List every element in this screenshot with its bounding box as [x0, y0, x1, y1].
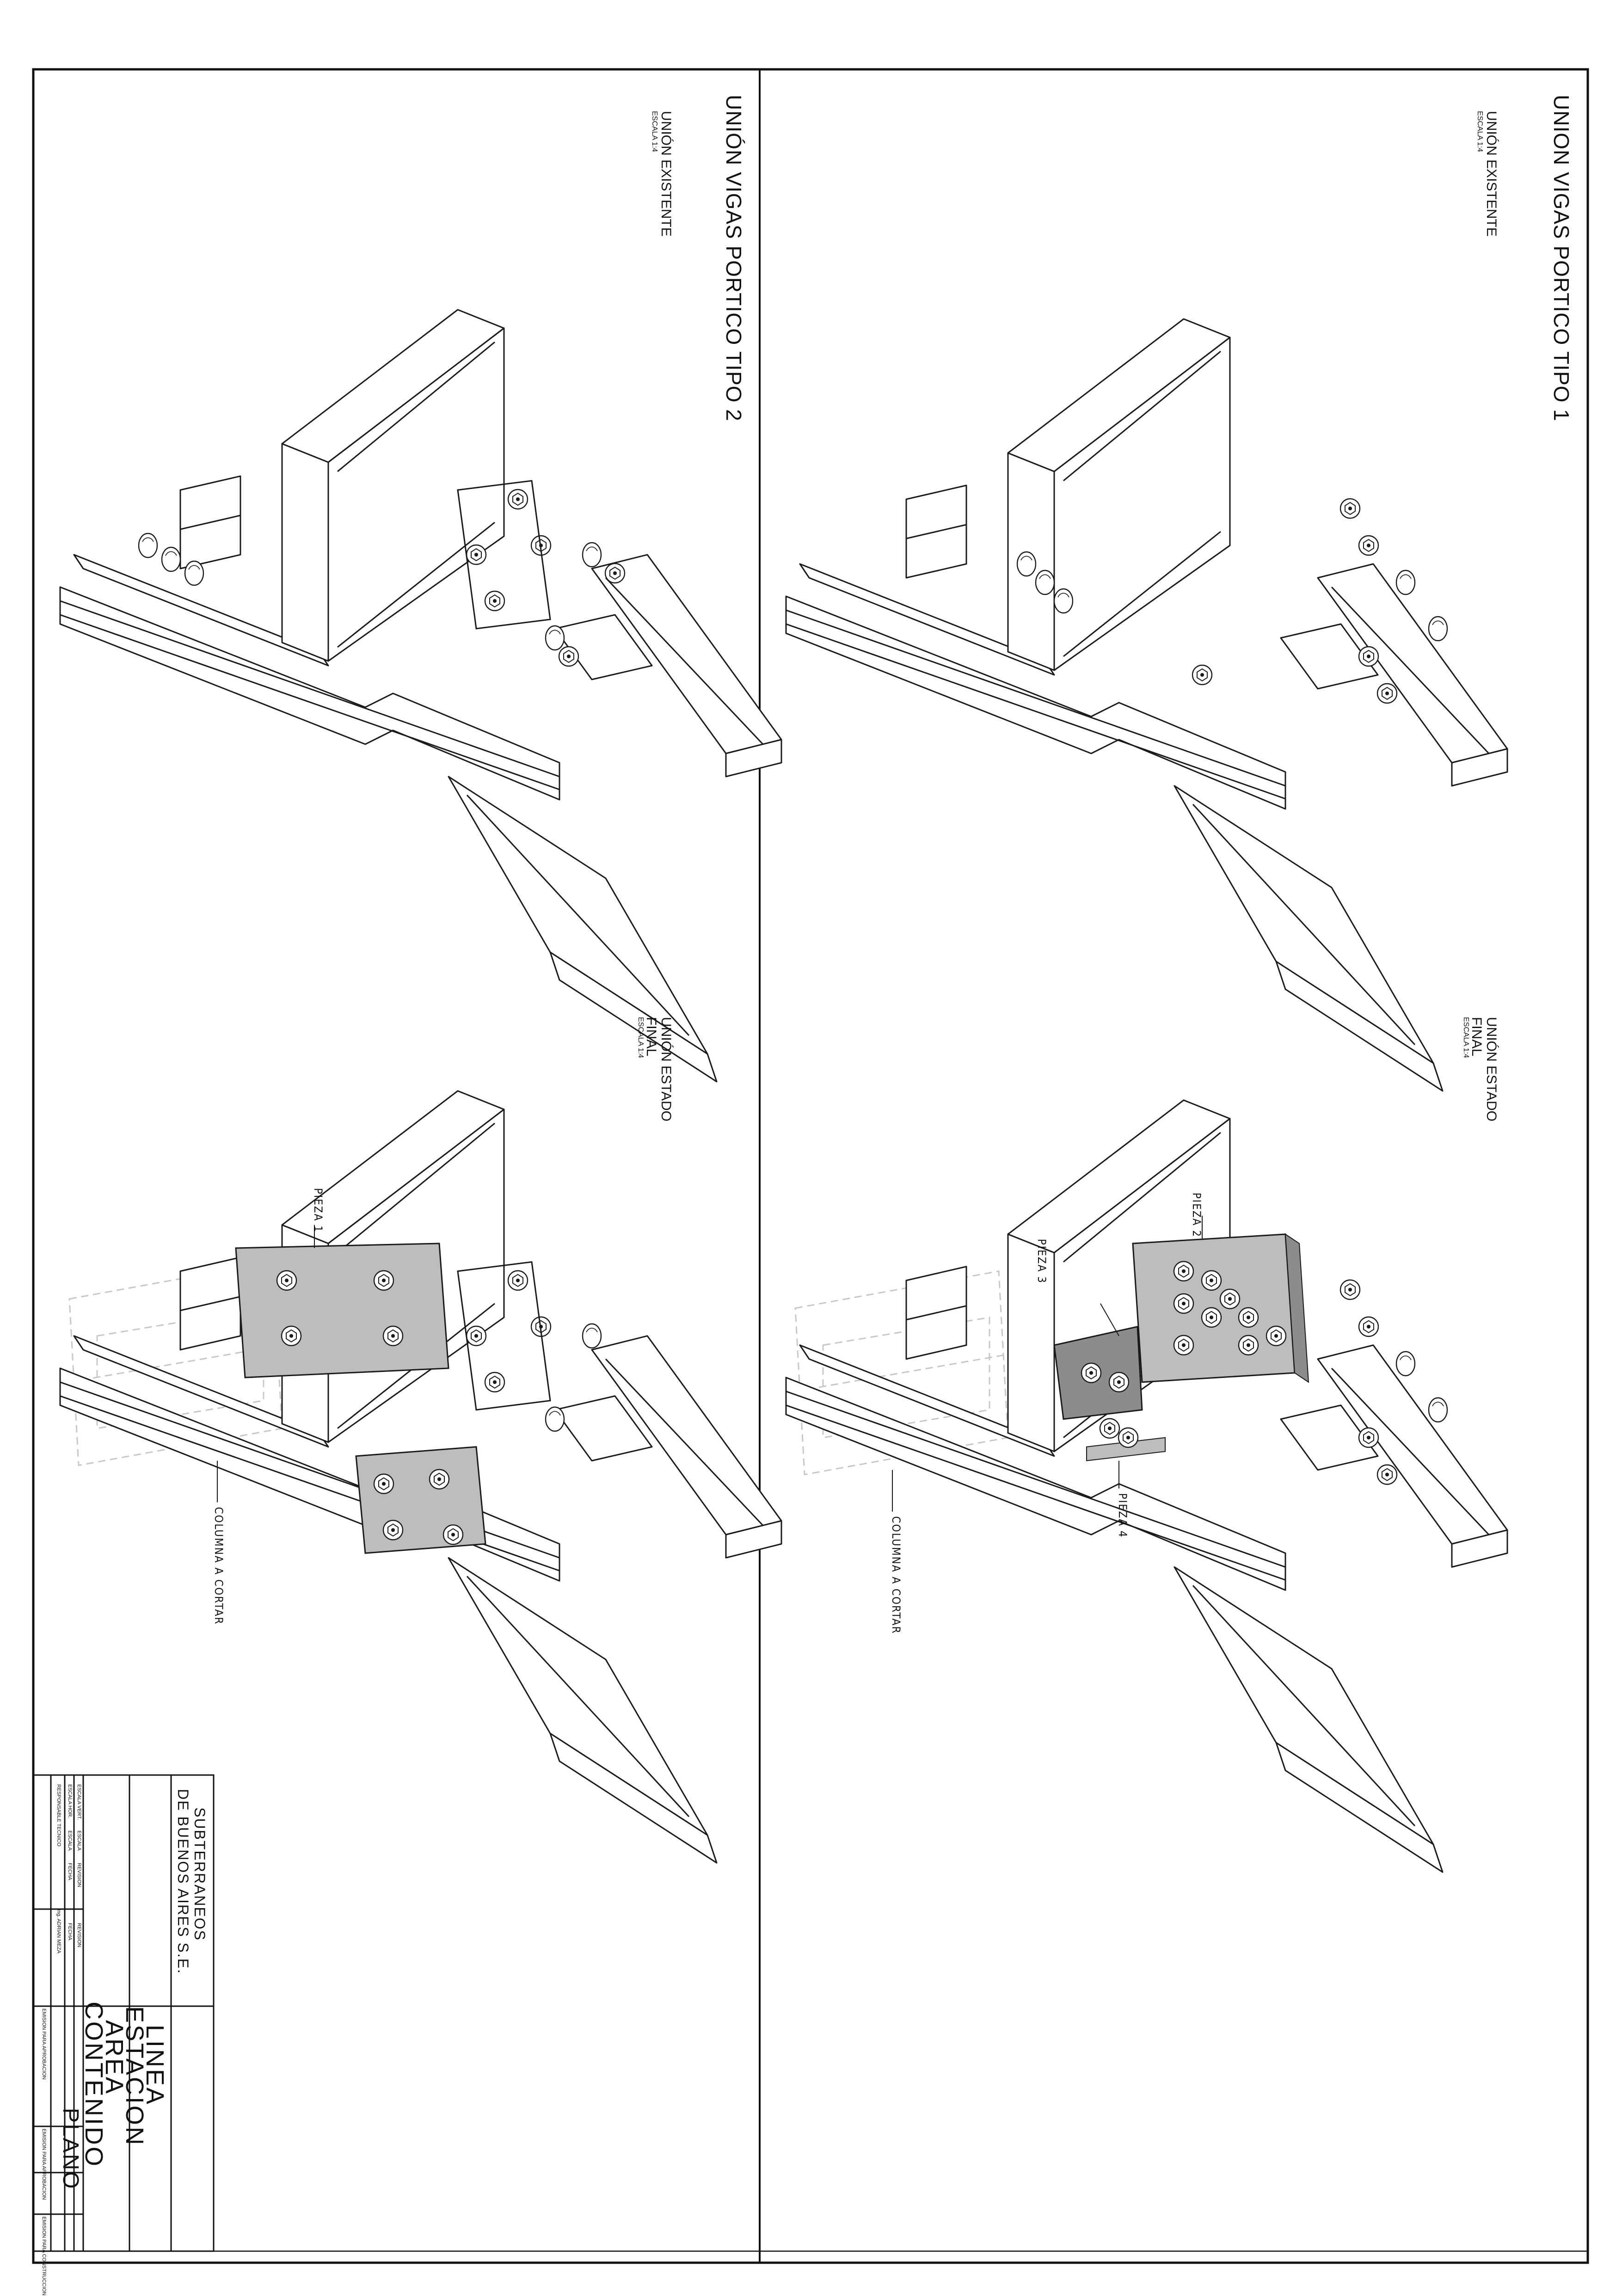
grid-revision-2: REVISION — [76, 1923, 82, 1947]
grid-escala-vert: ESCALA VERT. — [76, 1784, 82, 1820]
tipo2-final-joint — [59, 1090, 782, 1864]
grid-revision-1: REVISION — [76, 1863, 82, 1887]
tipo2-label-pieza-1: PIEZA 1 — [312, 1188, 325, 1233]
grid-fecha-1: FECHA — [67, 1863, 73, 1880]
tipo1-final-caption-line2: FINAL — [1469, 1017, 1484, 1057]
status-emision-2: EMISION PARA APROBACION — [41, 2129, 47, 2200]
tipo1-existing-joint — [785, 318, 1508, 1092]
grid-responsable: RESPONSABLE TECNICO — [56, 1784, 61, 1847]
tipo1-final-scale: ESCALA 1:4 — [1462, 1017, 1470, 1058]
grid-escala-1: ESCALA — [76, 1831, 82, 1851]
grid-escala-hor: ESCALA HOR. — [67, 1784, 73, 1818]
status-emision-3: EMISION PARA CONSTRUCCION — [41, 2216, 47, 2296]
tipo2-title: UNIÓN VIGAS PORTICO TIPO 2 — [722, 95, 746, 422]
tipo1-label-pieza-2: PIEZA 2 — [1190, 1193, 1203, 1238]
tipo1-existing-caption: UNIÓN EXISTENTE — [1484, 111, 1499, 237]
tipo1-label-columna: COLUMNA A CORTAR — [890, 1516, 903, 1635]
tipo1-label-pieza-4: PIEZA 4 — [1116, 1493, 1129, 1538]
tipo1-final-caption-line1: UNIÓN ESTADO — [1484, 1017, 1499, 1122]
title-block-plano: PLANO — [58, 2108, 83, 2190]
tipo2-existing-scale: ESCALA 1:4 — [651, 111, 658, 152]
grid-fecha-2: FECHA — [67, 1923, 73, 1941]
tipo2-label-columna: COLUMNA A CORTAR — [212, 1507, 225, 1625]
title-block-contenido: CONTENIDO — [80, 2002, 108, 2168]
tipo2-existing-joint — [59, 309, 782, 1083]
tipo1-final-joint — [785, 1099, 1508, 1873]
tipo2-existing-caption: UNIÓN EXISTENTE — [658, 111, 674, 237]
grid-escala-2: ESCALA — [67, 1831, 73, 1851]
tipo2-final-caption-line2: FINAL — [644, 1017, 659, 1057]
tipo1-label-pieza-3: PIEZA 3 — [1035, 1239, 1048, 1284]
tipo1-existing-scale: ESCALA 1:4 — [1476, 111, 1484, 152]
tipo2-final-caption-line1: UNIÓN ESTADO — [658, 1017, 674, 1122]
grid-responsable-name: Ing. ADRIAN MEZA — [56, 1909, 61, 1953]
title-block-frame — [32, 1774, 215, 2252]
title-block-organization-line2: DE BUENOS AIRES S.E. — [175, 1789, 191, 1974]
title-block-organization-line1: SUBTERRANEOS — [191, 1807, 208, 1941]
status-emision-1: EMISION PARA APROBACION — [41, 2008, 47, 2080]
tipo1-title: UNION VIGAS PORTICO TIPO 1 — [1549, 95, 1573, 422]
tipo2-final-scale: ESCALA 1:4 — [637, 1017, 645, 1058]
